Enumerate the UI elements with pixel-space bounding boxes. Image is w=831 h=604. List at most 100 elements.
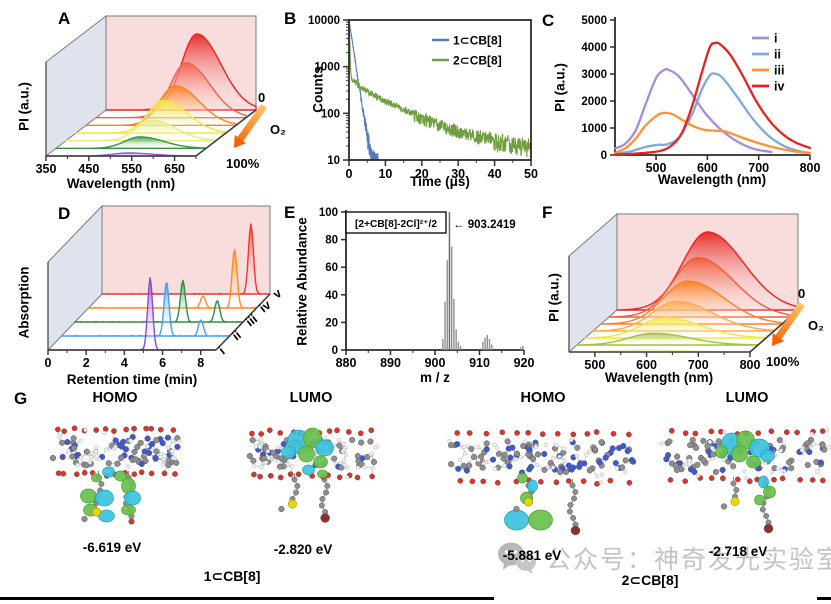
panel-C: C 0 1000 2000 3000 4000 5000 500 600 700 800 i ii ii… <box>536 4 831 198</box>
svg-text:20: 20 <box>415 167 429 181</box>
legend-label: 1⊂CB[8] <box>453 34 502 48</box>
axis-y-label-D: Absorption <box>16 266 32 339</box>
svg-text:i: i <box>216 344 227 357</box>
svg-text:40: 40 <box>325 290 338 302</box>
panel-C-axes <box>610 17 811 160</box>
svgA-ticks: 350 450 550 650 <box>36 156 197 176</box>
sulfur-atom <box>524 497 534 507</box>
axis-x-label-F: Wavelength (nm) <box>604 370 714 385</box>
sulfur-atom <box>730 497 740 506</box>
svgA-axes <box>45 62 257 157</box>
panel-label-B: B <box>284 9 297 28</box>
svg-text:0: 0 <box>601 150 607 162</box>
panel-C-curves <box>613 41 812 156</box>
annotated-peak-value: ← 903.2419 <box>453 219 516 231</box>
svg-text:100%: 100% <box>766 354 800 369</box>
annotation-box <box>345 211 447 234</box>
axis-y-label-A: PI (a.u.) <box>16 82 32 131</box>
panel-G: G HOMO LUMO HOMO LUMO -6.619 eV -2.820 e… <box>0 388 831 604</box>
axis-x-label-D: Retention time (min) <box>66 372 198 387</box>
svg-text:800: 800 <box>800 161 821 175</box>
orbital-header-homo-1: HOMO <box>92 390 138 406</box>
legend-label: iv <box>774 80 784 94</box>
svg-text:650: 650 <box>164 162 185 176</box>
o2-arrow-icon <box>772 301 805 346</box>
o2-arrow-icon <box>234 103 267 148</box>
svg-text:800: 800 <box>740 358 761 372</box>
svg-text:iv: iv <box>257 298 274 315</box>
panel-B-frame <box>348 19 532 161</box>
svg-text:100: 100 <box>321 108 340 120</box>
svg-text:8: 8 <box>197 356 204 370</box>
bottom-rule-right <box>817 597 831 600</box>
orbital-lobes <box>715 430 776 506</box>
energy-homo-2: -5.881 eV <box>502 548 562 563</box>
orbital-lobes <box>281 427 334 479</box>
annotation-text: [2+CB[8]-2Cl]²⁺/2 <box>355 219 437 230</box>
molecule-atoms <box>49 425 182 479</box>
svg-text:10: 10 <box>378 167 392 181</box>
svg-text:10: 10 <box>327 155 340 167</box>
orbital-header-lumo-1: LUMO <box>289 390 333 406</box>
wechat-icon <box>498 542 536 574</box>
svg-text:20: 20 <box>325 317 338 329</box>
bottom-rule-left <box>0 597 494 600</box>
svg-text:80: 80 <box>325 235 338 247</box>
panel-B-legend: 1⊂CB[8] 2⊂CB[8] <box>432 34 502 68</box>
molecule-lumo-2 <box>659 427 831 534</box>
watermark-text: 公众号：神奇发光实验室 <box>546 546 831 574</box>
svg-text:880: 880 <box>336 356 357 370</box>
svg-text:350: 350 <box>36 162 57 176</box>
svg-text:1000: 1000 <box>314 62 340 74</box>
sulfur-atom <box>287 499 297 509</box>
svg-text:600: 600 <box>636 358 657 372</box>
svg-text:600: 600 <box>697 161 718 175</box>
panel-label-C: C <box>542 11 555 30</box>
panel-F: F 500 600 700 800 0 O₂ 100% Wavelength (nm) PI… <box>536 198 831 392</box>
svg-text:5000: 5000 <box>581 15 607 27</box>
svg-text:700: 700 <box>688 358 709 372</box>
svg-text:700: 700 <box>748 161 769 175</box>
chart-F-emission-waterfall: 500 600 700 800 0 O₂ 100% <box>568 212 824 372</box>
molecule-homo-2 <box>447 429 637 536</box>
legend-label: ii <box>774 48 781 62</box>
bromine-atom <box>320 513 330 523</box>
panel-B-curves <box>349 20 531 160</box>
svg-text:450: 450 <box>78 162 99 176</box>
svg-text:O₂: O₂ <box>270 122 286 137</box>
svg-text:50: 50 <box>524 167 538 181</box>
svg-text:900: 900 <box>425 356 446 370</box>
panel-E-bars <box>442 246 524 350</box>
svg-text:100: 100 <box>319 207 338 219</box>
svg-text:6: 6 <box>159 356 166 370</box>
energy-lumo-1: -2.820 eV <box>273 542 333 557</box>
svg-text:ii: ii <box>230 328 244 343</box>
svg-text:4000: 4000 <box>581 42 607 54</box>
axis-x-label-A: Wavelength (nm) <box>66 176 176 191</box>
svg-text:550: 550 <box>121 162 142 176</box>
svg-text:890: 890 <box>380 356 401 370</box>
axis-x-label-B: Time (μs) <box>410 174 470 189</box>
axis-x-label-E: m / z <box>419 370 450 385</box>
svg-text:iii: iii <box>243 312 260 329</box>
svg-text:1000: 1000 <box>581 123 607 135</box>
molecule-atoms <box>447 429 637 487</box>
svg-text:0: 0 <box>346 167 353 181</box>
compound-label-2: 2⊂CB[8] <box>621 572 679 588</box>
bromine-atom <box>763 523 774 534</box>
svg-text:2000: 2000 <box>581 96 607 108</box>
svg-text:2: 2 <box>83 356 90 370</box>
panel-E-axes <box>341 210 525 355</box>
svg-text:0: 0 <box>258 90 265 105</box>
svg-text:10000: 10000 <box>308 15 340 27</box>
svgF-traces <box>568 231 799 353</box>
molecule-homo-1 <box>49 425 182 525</box>
axis-x-label-C: Wavelength (nm) <box>657 172 767 187</box>
legend-label: 2⊂CB[8] <box>453 54 502 68</box>
axis-y-label-E: Relative Abundance <box>294 217 310 346</box>
compound-label-1: 1⊂CB[8] <box>203 568 261 584</box>
